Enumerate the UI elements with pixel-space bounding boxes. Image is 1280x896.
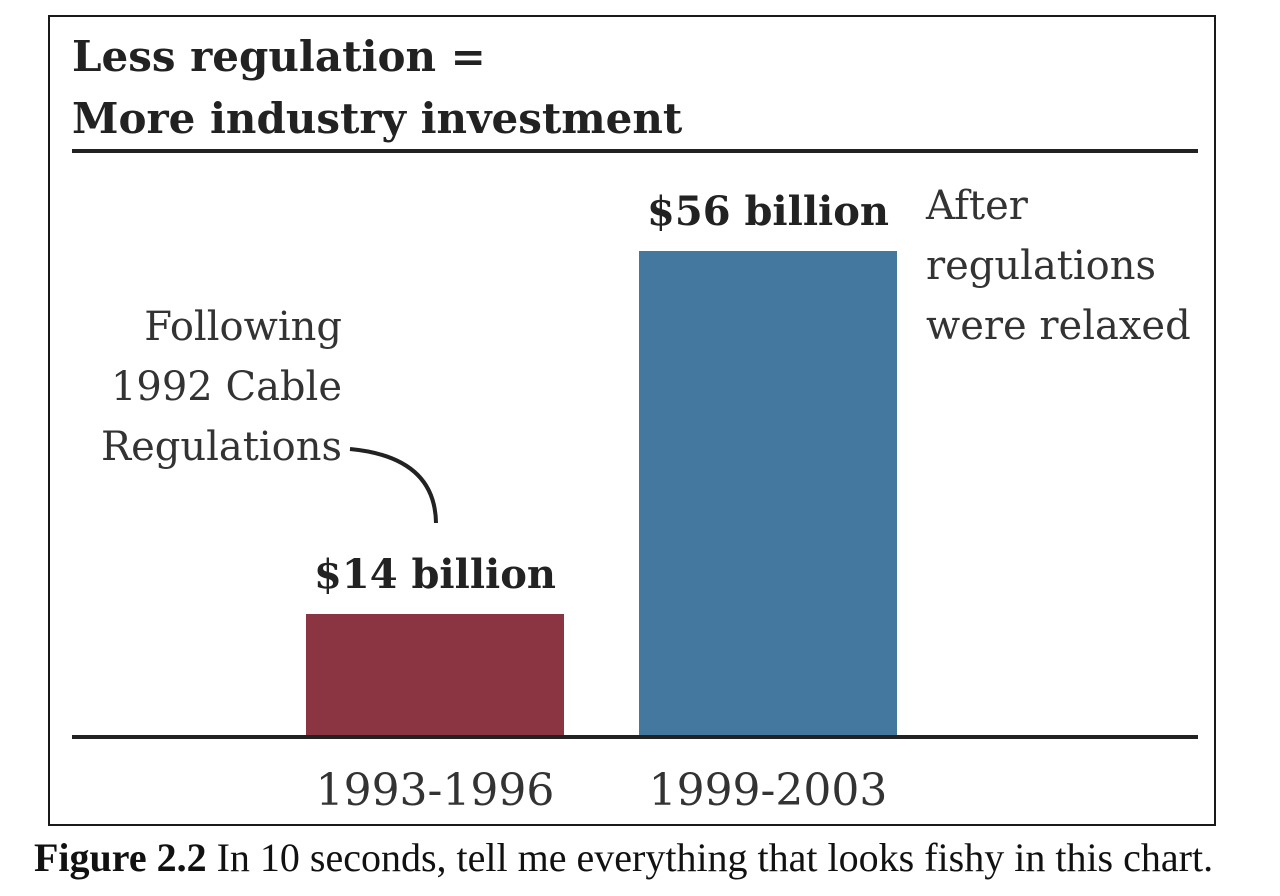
bar-1999-2003 — [639, 251, 897, 735]
annotation-left-line3: Regulations — [101, 424, 342, 470]
annotation-left-line2: 1992 Cable — [111, 364, 342, 410]
chart-title-line1: Less regulation = — [72, 32, 486, 81]
figure-caption-label: Figure 2.2 — [34, 835, 207, 880]
annotation-left-line1: Following — [144, 304, 342, 350]
bar-value-label: $14 billion — [314, 551, 556, 598]
chart-frame: Less regulation = More industry investme… — [48, 15, 1216, 826]
x-tick-label: 1999-2003 — [649, 765, 888, 816]
annotation-right-line1: After — [925, 183, 1029, 229]
annotation-right: After regulations were relaxed — [925, 183, 1191, 349]
figure-caption: Figure 2.2 In 10 seconds, tell me everyt… — [34, 832, 1274, 884]
bar-chart: Less regulation = More industry investme… — [72, 32, 1198, 816]
x-tick-label: 1993-1996 — [316, 765, 555, 816]
figure-caption-text: In 10 seconds, tell me everything that l… — [206, 835, 1214, 880]
annotation-right-line3: were relaxed — [926, 303, 1191, 349]
annotation-leader-arrow — [349, 447, 438, 524]
annotation-left: Following 1992 Cable Regulations — [101, 304, 438, 524]
bar-1993-1996 — [306, 614, 564, 735]
annotation-right-line2: regulations — [926, 243, 1156, 289]
chart-title-line2: More industry investment — [72, 94, 683, 143]
bar-value-label: $56 billion — [647, 188, 889, 235]
